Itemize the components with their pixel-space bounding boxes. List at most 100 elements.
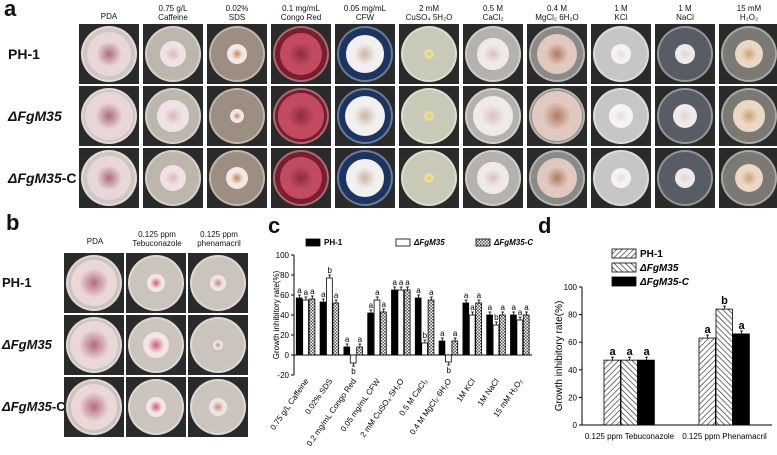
bar xyxy=(499,314,506,356)
strain-row-label: ΔFgM35-C xyxy=(2,399,66,414)
y-tick-label: 80 xyxy=(568,311,577,320)
significance-letter: a xyxy=(345,335,350,344)
fungal-colony xyxy=(70,321,118,369)
column-header-line1: 0.125 ppm xyxy=(200,230,238,239)
strain-prefix: PH-1 xyxy=(8,46,40,62)
column-header: 2 mM CuSO₄ 5H₂O xyxy=(397,4,461,22)
bar xyxy=(620,359,638,426)
significance-letter: b xyxy=(327,266,332,275)
legend-label: ΔFgM35 xyxy=(413,238,445,247)
significance-letter: b xyxy=(494,313,499,322)
significance-letter: a xyxy=(704,324,711,336)
column-header: PDA xyxy=(77,12,141,21)
bar xyxy=(403,289,411,356)
significance-letter: a xyxy=(381,300,386,309)
bar xyxy=(468,314,476,356)
significance-letter: a xyxy=(440,329,445,338)
fungal-colony xyxy=(344,95,386,137)
strain-row-label: ΔFgM35-C xyxy=(8,170,77,186)
bar xyxy=(732,333,750,426)
significance-letter: b xyxy=(446,366,451,375)
column-header-line2: Congo Red xyxy=(280,13,322,22)
significance-letter: a xyxy=(470,303,475,312)
bar xyxy=(427,299,435,356)
fungal-colony xyxy=(733,100,765,132)
bar xyxy=(319,301,327,356)
significance-letter: a xyxy=(304,288,309,297)
column-header-line2: phenamacril xyxy=(197,239,241,248)
bar xyxy=(451,340,459,356)
significance-letter: a xyxy=(369,301,374,310)
bar xyxy=(356,346,363,356)
fungal-colony xyxy=(146,273,166,293)
bar xyxy=(510,314,517,356)
y-tick-label: 20 xyxy=(568,393,577,402)
fungal-colony xyxy=(143,332,169,358)
legend-swatch xyxy=(475,238,491,247)
y-tick-label: 100 xyxy=(564,283,578,292)
significance-letter: a xyxy=(429,288,434,297)
legend-swatch xyxy=(395,238,411,247)
column-header-line2: MgCl₂ 6H₂O xyxy=(535,13,579,22)
fungal-colony xyxy=(536,33,578,75)
column-header-line1: 0.5 M xyxy=(482,4,503,13)
fungal-colony xyxy=(213,340,223,350)
bar xyxy=(397,289,405,356)
y-tick-label: 100 xyxy=(276,251,290,260)
significance-letter: a xyxy=(375,288,380,297)
bar xyxy=(380,311,387,356)
fungal-colony xyxy=(477,38,509,70)
significance-letter: a xyxy=(477,291,482,300)
column-header-line2: Tebuconazole xyxy=(132,239,182,248)
y-tick-label: 40 xyxy=(568,366,577,375)
significance-letter: a xyxy=(358,335,363,344)
x-category-label: 0.75 g/L Caffeine xyxy=(270,377,311,432)
bar xyxy=(486,314,493,356)
column-header: 15 mM H₂O₂ xyxy=(717,4,777,22)
column-header: 1 M NaCl xyxy=(653,4,717,22)
fungal-colony xyxy=(210,275,226,291)
fungal-colony xyxy=(536,157,578,199)
y-tick-label: 60 xyxy=(568,338,577,347)
bar xyxy=(343,346,351,356)
significance-letter: b xyxy=(351,367,356,376)
column-header-line1: 0.1 mg/mL xyxy=(282,4,320,13)
legend-label: PH-1 xyxy=(640,249,663,260)
column-header-line1: 15 mM xyxy=(736,4,762,13)
column-header-line1: PDA xyxy=(86,237,104,246)
x-category-label: 1M NaCl xyxy=(476,377,501,408)
chart-c: -20 0 20 40 60 80 100 Growth inhibitory rate(%)… xyxy=(270,238,533,448)
fungal-colony xyxy=(477,162,509,194)
fungal-colony xyxy=(145,396,167,418)
column-header: PDA xyxy=(64,237,126,246)
fungal-colony xyxy=(157,100,189,132)
bar xyxy=(421,342,428,356)
bar xyxy=(492,324,500,356)
column-header-line2: CaCl₂ xyxy=(482,13,504,22)
column-header-line2: SDS xyxy=(228,13,246,22)
fungal-colony xyxy=(674,43,696,65)
fungal-colony xyxy=(279,32,323,76)
legend-label: ΔFgM35-C xyxy=(639,277,690,288)
significance-letter: a xyxy=(524,303,529,312)
fungal-colony xyxy=(226,43,248,65)
column-header-line1: 2 mM xyxy=(419,4,439,13)
significance-letter: a xyxy=(416,286,421,295)
fungal-colony xyxy=(608,103,634,129)
bar xyxy=(462,302,470,356)
column-header: 0.05 mg/mL CFW xyxy=(333,4,397,22)
legend-swatch xyxy=(611,262,637,273)
strain-italic: ΔFgM35 xyxy=(2,399,52,414)
legend-label: PH-1 xyxy=(324,238,343,247)
y-tick-label: 40 xyxy=(280,311,289,320)
column-header-line2: H₂O₂ xyxy=(739,13,759,22)
significance-letter: b xyxy=(423,331,428,340)
fungal-colony xyxy=(423,48,435,60)
strain-suffix: -C xyxy=(51,399,66,414)
y-axis-label: Growth inhibitory rate(%) xyxy=(272,270,281,359)
column-header-line1: 0.125 ppm xyxy=(138,230,176,239)
bar xyxy=(308,298,316,356)
fungal-colony xyxy=(674,167,696,189)
significance-letter: a xyxy=(488,303,493,312)
bar xyxy=(414,297,422,356)
